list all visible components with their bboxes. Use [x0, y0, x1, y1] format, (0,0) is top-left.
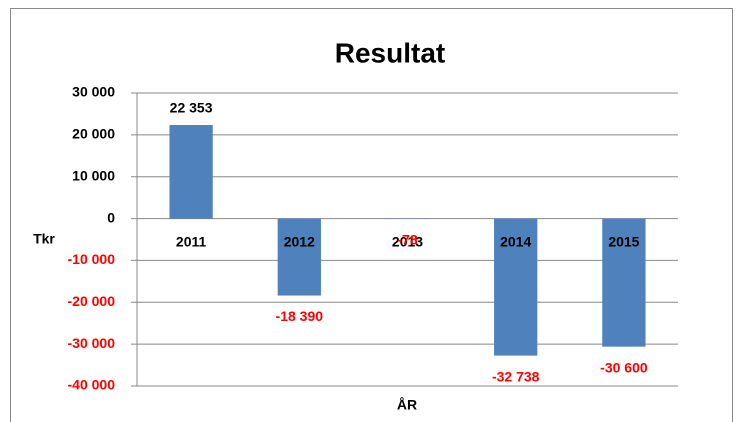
y-tick-label: 20 000 — [72, 126, 115, 142]
y-tick-label: -20 000 — [68, 293, 116, 309]
y-tick-label: 10 000 — [72, 167, 115, 183]
y-tick-label: 0 — [107, 209, 115, 225]
x-tick-label: 2014 — [500, 233, 531, 249]
chart-title: Resultat — [335, 37, 445, 68]
x-tick-label: 2015 — [608, 233, 639, 249]
y-tick-label: -40 000 — [68, 377, 116, 393]
bar — [602, 218, 646, 347]
x-tick-label: 2012 — [284, 233, 315, 249]
y-tick-label: 30 000 — [72, 84, 115, 100]
bar — [494, 218, 538, 356]
chart-frame — [10, 8, 733, 422]
value-label: -32 738 — [492, 368, 540, 384]
y-axis-label: Tkr — [33, 231, 55, 247]
value-label: 22 353 — [170, 100, 213, 116]
x-tick-label: 2011 — [176, 233, 207, 249]
value-label: -30 600 — [600, 359, 648, 375]
y-tick-label: -10 000 — [68, 251, 116, 267]
x-axis-label: ÅR — [397, 397, 417, 413]
value-label: -78 — [397, 232, 417, 248]
value-label: -18 390 — [276, 308, 324, 324]
x-tick-label: 2013 — [392, 233, 423, 249]
bar — [277, 218, 321, 296]
y-tick-label: -30 000 — [68, 335, 116, 351]
bar — [169, 125, 213, 219]
